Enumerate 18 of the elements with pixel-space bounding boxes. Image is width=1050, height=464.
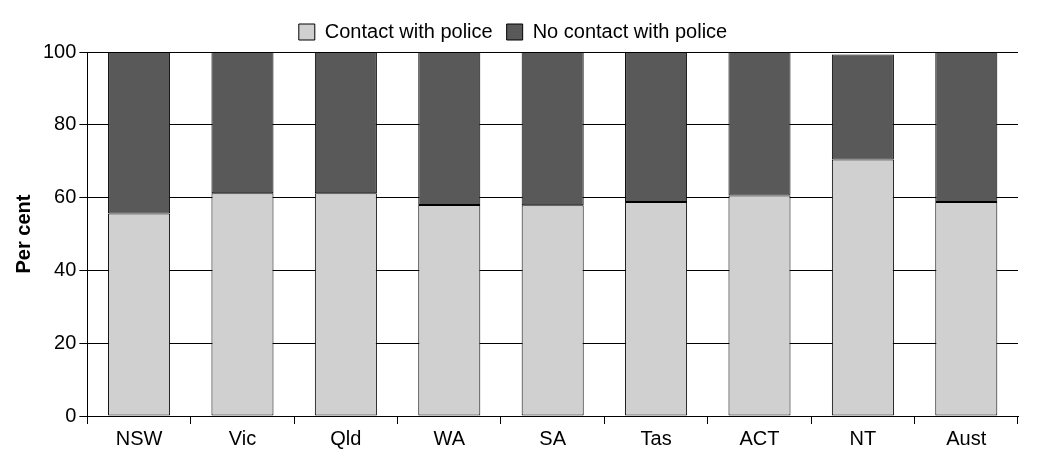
legend-label: Contact with police <box>324 19 493 42</box>
y-tick-label: 20 <box>54 330 77 353</box>
x-tick-label: ACT <box>739 426 780 449</box>
x-tick-label: NT <box>849 426 877 449</box>
x-tick-label: SA <box>539 426 567 449</box>
y-tick-label: 60 <box>54 185 77 208</box>
y-axis-title: Per cent <box>11 194 34 274</box>
y-tick-label: 40 <box>54 257 77 280</box>
y-tick-label: 100 <box>42 39 77 62</box>
x-tick-label: NSW <box>115 426 163 449</box>
legend-label: No contact with police <box>532 19 728 42</box>
y-tick-label: 0 <box>65 403 77 426</box>
x-tick-label: Tas <box>640 426 672 449</box>
x-tick-label: Aust <box>946 426 987 449</box>
y-tick-label: 80 <box>54 112 77 135</box>
x-tick-label: Qld <box>330 426 362 449</box>
x-tick-label: Vic <box>228 426 257 449</box>
x-tick-label: WA <box>433 426 466 449</box>
